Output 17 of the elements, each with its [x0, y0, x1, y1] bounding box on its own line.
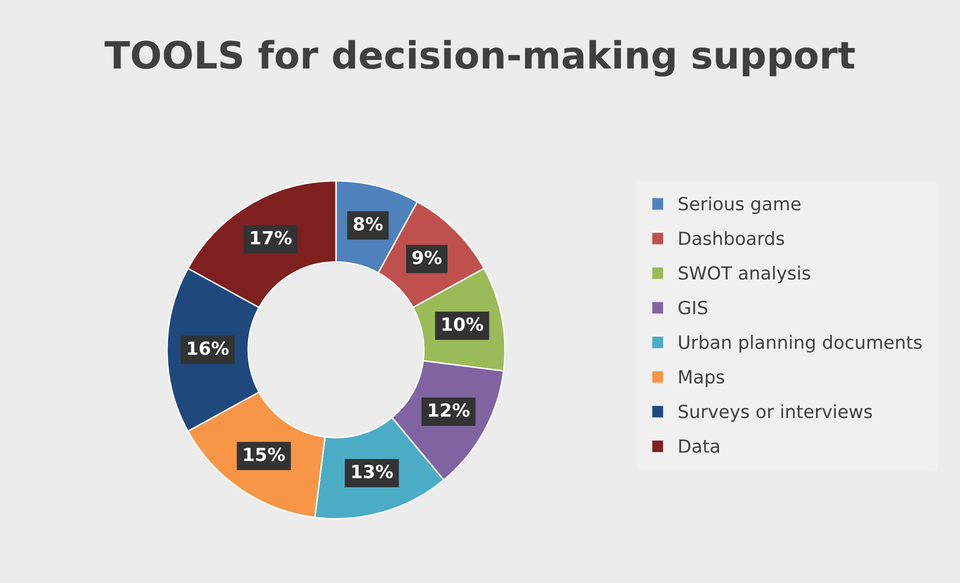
legend-label: Dashboards [679, 231, 784, 246]
legend-label: Urban planning documents [679, 335, 922, 353]
legend-label: Data [679, 439, 720, 453]
data-label: 15% [244, 448, 285, 462]
legend-label: SWOT analysis [678, 266, 810, 284]
data-label: 13% [352, 464, 393, 478]
data-label: 8% [354, 217, 383, 231]
legend-label: Serious game [678, 196, 800, 214]
data-label: 17% [251, 230, 292, 245]
data-label: 10% [442, 317, 484, 331]
legend-label: GIS [678, 300, 708, 314]
legend-label: Surveys or interviews [678, 404, 872, 422]
data-label: 16% [188, 341, 229, 356]
data-label: 9% [412, 250, 442, 264]
data-label: 12% [428, 403, 470, 417]
legend-label: Maps [679, 370, 724, 388]
chart-title: TOOLS for decision-making support [104, 40, 855, 77]
